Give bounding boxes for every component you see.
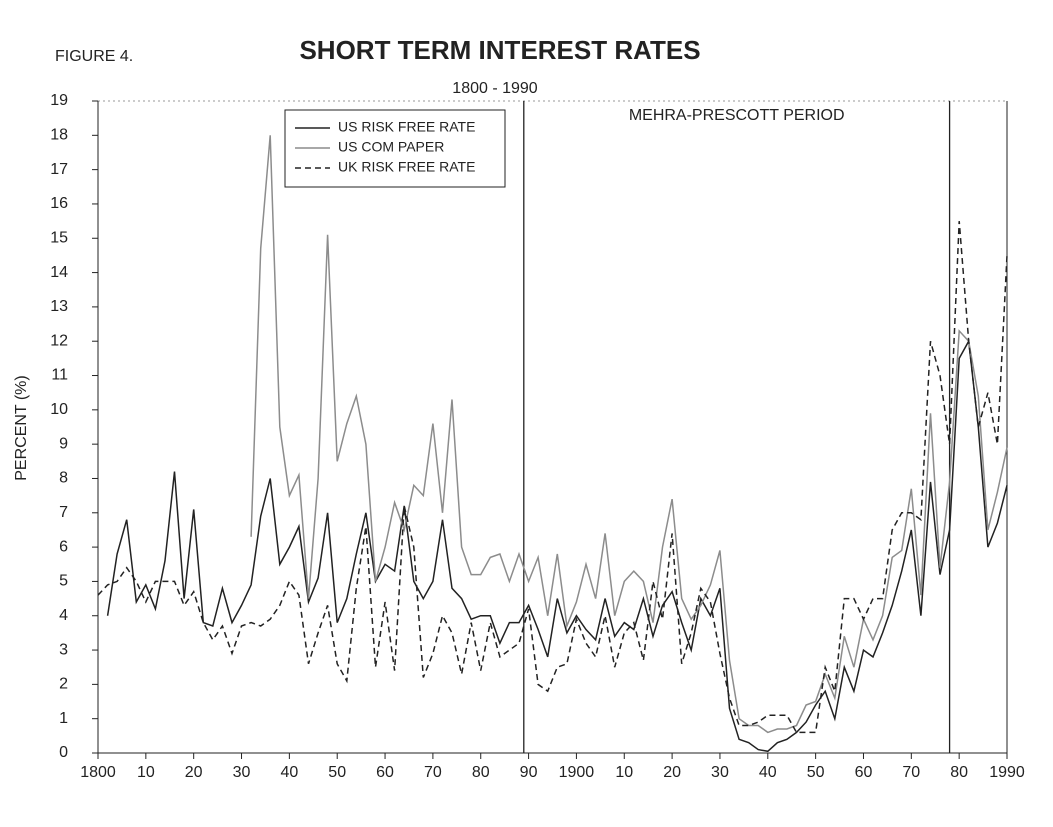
y-tick-label: 0 (59, 744, 68, 761)
y-tick-label: 9 (59, 435, 68, 452)
legend-label: US RISK FREE RATE (338, 119, 475, 135)
y-tick-label: 6 (59, 538, 68, 555)
y-tick-label: 2 (59, 676, 68, 693)
y-tick-label: 5 (59, 573, 68, 590)
x-tick-label: 80 (472, 764, 490, 781)
x-tick-label: 10 (137, 764, 155, 781)
x-tick-label: 1900 (559, 764, 595, 781)
x-tick-label: 20 (663, 764, 681, 781)
x-tick-label: 1990 (989, 764, 1025, 781)
x-tick-label: 1800 (80, 764, 116, 781)
x-tick-label: 70 (902, 764, 920, 781)
y-tick-label: 14 (50, 264, 68, 281)
y-tick-label: 10 (50, 401, 68, 418)
y-tick-label: 4 (59, 607, 68, 624)
y-tick-label: 17 (50, 161, 68, 178)
figure-label: FIGURE 4. (55, 48, 133, 65)
x-tick-label: 30 (233, 764, 251, 781)
x-tick-label: 80 (950, 764, 968, 781)
y-tick-label: 11 (51, 367, 68, 384)
x-tick-label: 40 (759, 764, 777, 781)
y-tick-label: 1 (59, 710, 68, 727)
legend-label: UK RISK FREE RATE (338, 159, 475, 175)
y-axis-label: PERCENT (%) (13, 375, 30, 481)
x-tick-label: 70 (424, 764, 442, 781)
x-tick-label: 50 (328, 764, 346, 781)
chart-subtitle: 1800 - 1990 (452, 80, 538, 97)
x-tick-label: 30 (711, 764, 729, 781)
x-tick-label: 50 (807, 764, 825, 781)
legend-label: US COM PAPER (338, 139, 444, 155)
x-tick-label: 60 (855, 764, 873, 781)
period-label: MEHRA-PRESCOTT PERIOD (629, 107, 845, 124)
y-tick-label: 15 (50, 229, 68, 246)
chart-title: SHORT TERM INTEREST RATES (299, 35, 700, 65)
x-tick-label: 40 (280, 764, 298, 781)
series-line (106, 338, 1008, 753)
x-tick-label: 60 (376, 764, 394, 781)
series-line (250, 135, 1008, 734)
y-tick-label: 13 (50, 298, 68, 315)
y-tick-label: 3 (59, 641, 68, 658)
series-line (97, 221, 1008, 734)
y-tick-label: 18 (50, 127, 68, 144)
y-tick-label: 7 (59, 504, 68, 521)
y-tick-label: 19 (50, 92, 68, 109)
y-tick-label: 12 (50, 332, 68, 349)
x-tick-label: 90 (520, 764, 538, 781)
x-tick-label: 20 (185, 764, 203, 781)
y-tick-label: 16 (50, 195, 68, 212)
y-tick-label: 8 (59, 470, 68, 487)
x-tick-label: 10 (615, 764, 633, 781)
